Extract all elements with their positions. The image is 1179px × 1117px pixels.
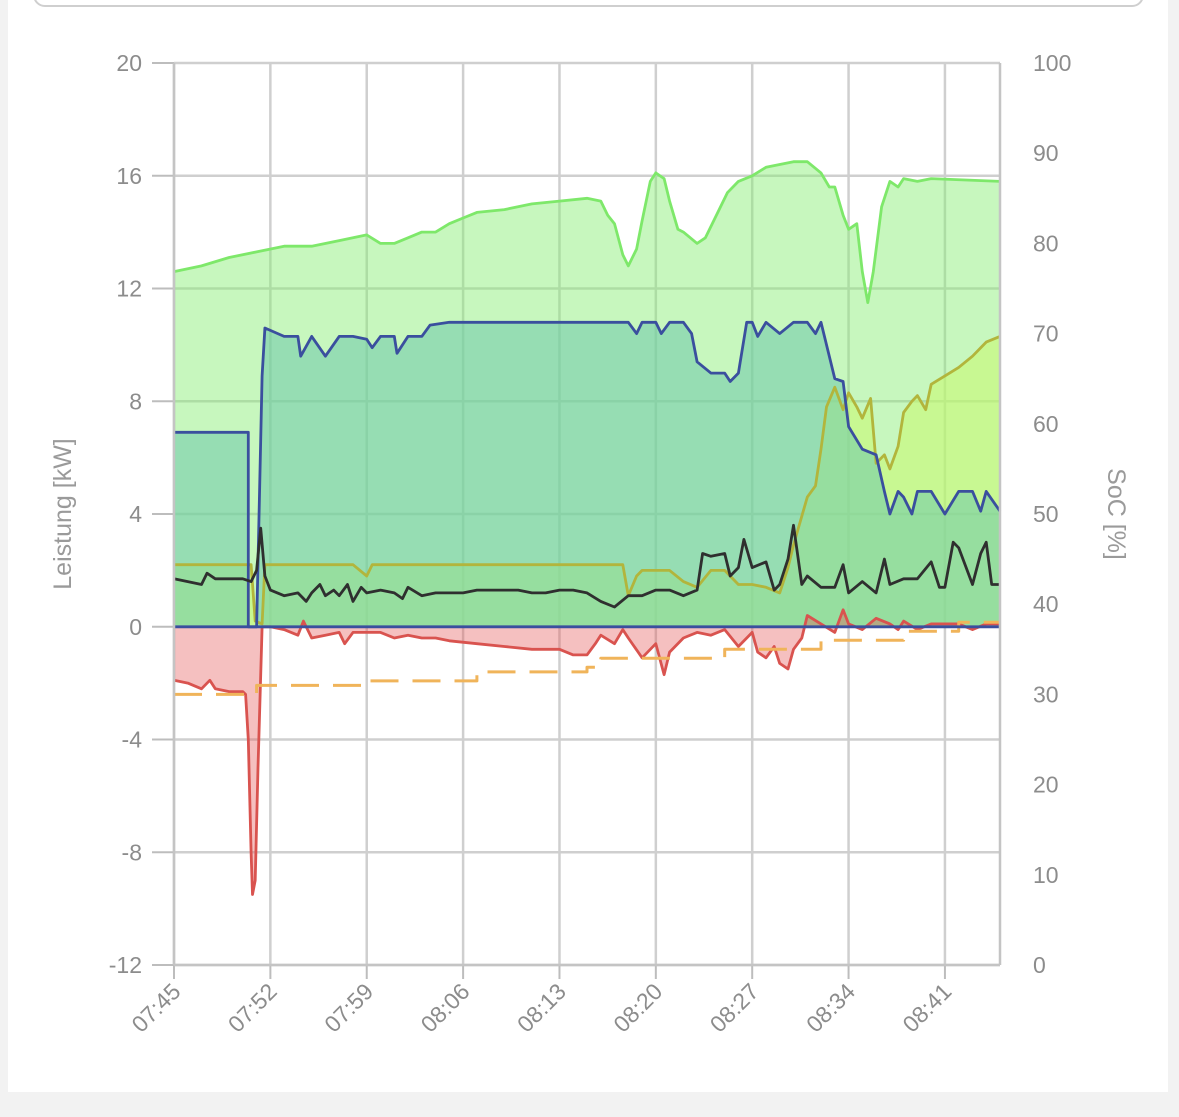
x-tick-label: 07:52 [223,978,282,1037]
series-lines [173,160,1002,896]
axes [152,62,1002,979]
x-tick-label: 08:34 [801,978,860,1037]
y-tick-label-right: 70 [1033,321,1059,347]
y-tick-label-left: 4 [129,501,142,527]
y-tick-label-left: 12 [116,276,142,302]
y-tick-label-right: 90 [1033,140,1059,166]
y-tick-label-left: 16 [116,163,142,189]
y-tick-label-left: -8 [122,839,142,865]
y-tick-label-left: 8 [129,388,142,414]
y-tick-label-right: 30 [1033,681,1059,707]
y-tick-label-right: 50 [1033,501,1059,527]
x-tick-label: 08:27 [705,978,764,1037]
series-line-2 [174,320,1002,629]
series-line-0 [173,160,1001,304]
y-tick-label-left: 0 [129,614,142,640]
y-tick-label-right: 80 [1033,230,1059,256]
x-tick-label: 08:20 [608,978,667,1037]
y-tick-label-right: 20 [1033,772,1059,798]
x-tick-label: 08:06 [416,978,475,1037]
y-tick-label-left: -12 [109,952,142,978]
x-tick-label: 07:45 [126,978,185,1037]
series-area-3 [174,609,1000,895]
series-line-3 [173,608,1000,896]
y-tick-label-right: 60 [1033,411,1059,437]
series-areas [174,161,1000,895]
y-tick-label-right: 40 [1033,591,1059,617]
x-tick-label: 07:59 [319,978,378,1037]
series-line-1 [174,335,1001,626]
series-line-4 [173,523,1000,609]
y-axis-left-title: Leistung [kW] [49,438,77,589]
x-tick-label: 08:41 [897,978,956,1037]
y-axis-right-title: SoC [%] [1102,468,1130,560]
y-tick-label-right: 10 [1033,862,1059,888]
y-tick-label-left: 20 [116,50,142,76]
y-tick-label-right: 0 [1033,952,1046,978]
y-tick-label-left: -4 [122,727,143,753]
y-tick-label-right: 100 [1033,50,1071,76]
x-tick-label: 08:13 [512,978,571,1037]
